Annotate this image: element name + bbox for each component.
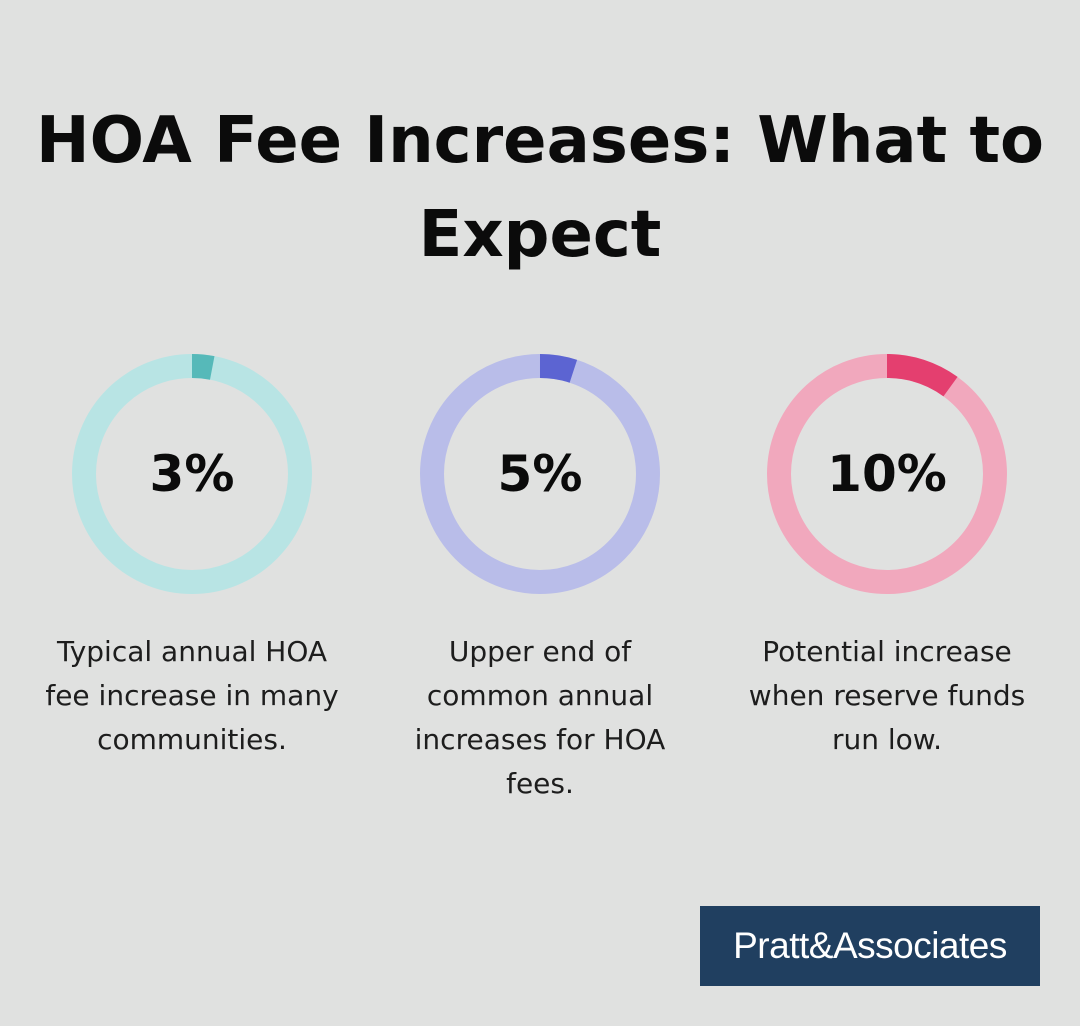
stat-description-3: Potential increase when reserve funds ru… xyxy=(748,635,1026,756)
donut-svg-1 xyxy=(72,354,312,594)
page-title: HOA Fee Increases: What to Expect xyxy=(36,104,1044,272)
stat-value-1: 3% xyxy=(149,445,235,503)
donut-svg-3 xyxy=(767,354,1007,594)
pratt-associates-logo: Pratt&Associates xyxy=(700,906,1040,986)
donut-chart-2: 5% xyxy=(418,352,662,596)
donut-arc-3 xyxy=(767,354,1007,594)
donut-chart-1: 3% xyxy=(70,352,314,596)
donut-arc-1 xyxy=(72,354,312,594)
donut-arc-2 xyxy=(420,354,660,594)
stat-description-1: Typical annual HOA fee increase in many … xyxy=(45,635,339,756)
stat-card-3: 10% Potential increase when reserve fund… xyxy=(737,352,1037,762)
donut-chart-3: 10% xyxy=(765,352,1009,596)
donut-svg-2 xyxy=(420,354,660,594)
stat-description-2: Upper end of common annual increases for… xyxy=(414,635,666,800)
stat-card-1: 3% Typical annual HOA fee increase in ma… xyxy=(42,352,342,762)
stat-value-2: 5% xyxy=(497,445,583,503)
stat-card-2: 5% Upper end of common annual increases … xyxy=(390,352,690,806)
stat-value-3: 10% xyxy=(827,445,947,503)
